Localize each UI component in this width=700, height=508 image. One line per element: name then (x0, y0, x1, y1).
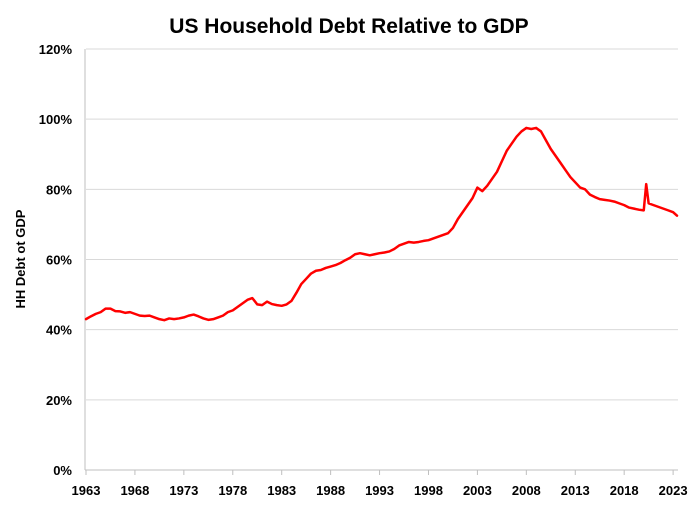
x-axis-ticks: 1963 1968 1973 1978 1983 1988 1993 1998 2003 2008… (72, 470, 688, 498)
y-tick-label: 40% (46, 323, 72, 338)
y-tick-label: 120% (39, 42, 73, 57)
x-tick-label: 1968 (120, 483, 149, 498)
x-tick-label: 2023 (659, 483, 688, 498)
y-tick-label: 0% (53, 463, 72, 478)
y-axis-title: HH Debt ot GDP (13, 209, 28, 308)
x-tick-label: 1978 (218, 483, 247, 498)
y-tick-label: 60% (46, 253, 72, 268)
x-tick-label: 1988 (316, 483, 345, 498)
gridlines (86, 48, 678, 401)
x-tick-label: 2003 (463, 483, 492, 498)
chart-title: US Household Debt Relative to GDP (169, 15, 528, 38)
y-axis-ticks: 0% 20% 40% 60% 80% 100% 120% (39, 42, 73, 478)
x-tick-label: 1998 (414, 483, 443, 498)
x-tick-label: 1963 (72, 483, 101, 498)
x-tick-label: 1993 (365, 483, 394, 498)
x-tick-label: 1973 (169, 483, 198, 498)
x-tick-label: 1983 (267, 483, 296, 498)
series-layer (84, 126, 679, 322)
x-tick-label: 2008 (512, 483, 541, 498)
x-tick-label: 2018 (610, 483, 639, 498)
household-debt-series-line (84, 126, 679, 322)
y-tick-label: 80% (46, 182, 72, 197)
y-tick-label: 20% (46, 393, 72, 408)
x-tick-label: 2013 (561, 483, 590, 498)
y-tick-label: 100% (39, 112, 73, 127)
